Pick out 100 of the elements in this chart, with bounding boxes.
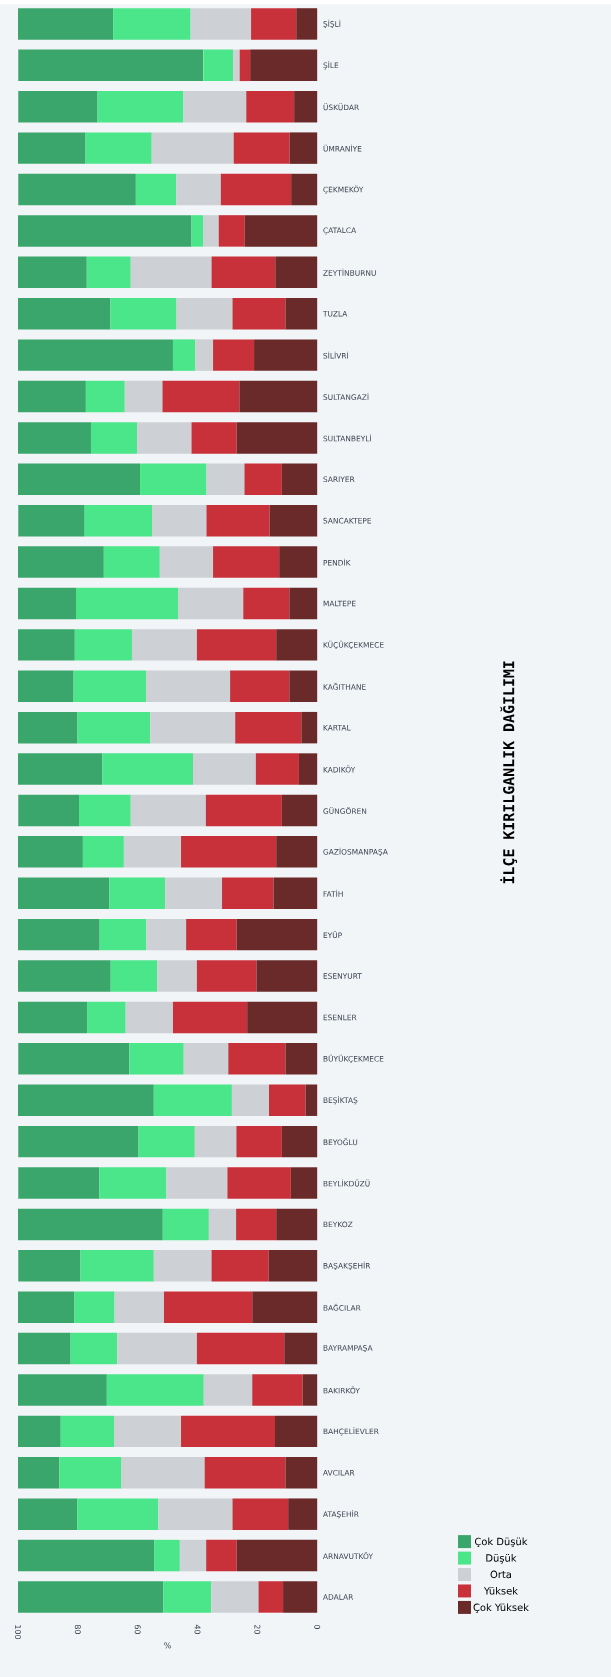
- bar: [293, 91, 317, 123]
- bar: [163, 1291, 253, 1323]
- bar: [208, 1208, 236, 1241]
- bar: [74, 629, 132, 661]
- bar: [99, 1167, 167, 1199]
- bar: [17, 1415, 61, 1448]
- bar: [287, 1498, 317, 1530]
- bar: [268, 1084, 306, 1116]
- bar: [195, 339, 213, 371]
- bar: [17, 132, 86, 164]
- bar: [159, 546, 213, 578]
- bar: [191, 215, 204, 247]
- bar: [18, 173, 136, 206]
- bar: [60, 1415, 114, 1448]
- bar: [285, 1043, 317, 1075]
- bar: [206, 504, 270, 537]
- bar: [146, 918, 186, 951]
- bar: [110, 297, 177, 330]
- bar: [121, 1457, 205, 1489]
- bar: [269, 504, 317, 537]
- bar: [229, 670, 290, 702]
- bar: [17, 256, 87, 289]
- bar: [275, 256, 317, 289]
- bar: [252, 1291, 317, 1323]
- bar: [192, 753, 256, 785]
- bar: [18, 1167, 100, 1199]
- bar: [162, 1208, 209, 1241]
- bar: [17, 215, 192, 247]
- bar: [249, 49, 317, 82]
- bar: [17, 1208, 163, 1241]
- bar: [17, 918, 100, 951]
- bar: [256, 960, 317, 992]
- bar: [244, 215, 317, 247]
- bar: [86, 1001, 126, 1034]
- bar: [246, 1001, 317, 1034]
- bar: [150, 711, 235, 744]
- bar: [236, 918, 317, 951]
- bar: [17, 670, 74, 702]
- bar: [282, 1581, 317, 1613]
- bar: [285, 1457, 317, 1489]
- bar: [17, 463, 140, 496]
- bar: [275, 629, 317, 661]
- legend-label: Yüksek: [483, 1586, 518, 1595]
- bar: [153, 1250, 212, 1282]
- bar: [232, 297, 286, 330]
- bar: [278, 546, 317, 578]
- bar: [18, 91, 98, 123]
- bar: [196, 629, 276, 661]
- bar: [18, 794, 79, 827]
- bar: [290, 173, 317, 206]
- bar: [196, 960, 257, 992]
- bar: [203, 215, 219, 247]
- bar: [284, 1332, 317, 1365]
- bar: [124, 380, 163, 413]
- bar: [97, 91, 184, 123]
- bar: [163, 1581, 212, 1613]
- bar: [17, 877, 110, 909]
- bar: [17, 753, 103, 785]
- bar: [166, 1167, 228, 1199]
- bar: [17, 1457, 60, 1489]
- bar: [80, 1250, 154, 1282]
- bar: [305, 1084, 317, 1116]
- bar: [130, 794, 206, 827]
- bar: [135, 173, 177, 206]
- bar: [302, 1374, 317, 1406]
- bar: [17, 587, 76, 620]
- bar: [289, 587, 317, 620]
- bar: [17, 1001, 87, 1034]
- bar: [205, 1539, 237, 1572]
- bar: [136, 422, 192, 454]
- bar: [239, 49, 250, 82]
- bar: [253, 339, 317, 371]
- bar: [179, 1539, 206, 1572]
- bar: [290, 1167, 317, 1199]
- bar: [289, 670, 317, 702]
- legend-label: Düşük: [486, 1554, 517, 1564]
- bar: [164, 877, 222, 909]
- legend-label: Çok Düşük: [474, 1537, 528, 1548]
- bar: [180, 836, 276, 868]
- bar: [246, 91, 294, 123]
- bar: [130, 256, 212, 289]
- bar: [117, 1332, 197, 1365]
- bar: [205, 794, 282, 827]
- bar: [17, 1291, 75, 1323]
- bar: [17, 629, 75, 661]
- text: İLÇE KIRILGANLIK DAĞILIMI: [500, 661, 517, 884]
- bar: [183, 1043, 229, 1075]
- bar: [234, 711, 302, 744]
- bar: [18, 1043, 130, 1075]
- bar: [17, 711, 78, 744]
- bar: [231, 1084, 269, 1116]
- bar: [90, 422, 137, 454]
- bar: [301, 711, 317, 744]
- bar: [239, 380, 317, 413]
- bar: [17, 8, 113, 40]
- bar: [125, 1001, 173, 1034]
- bar: [206, 463, 245, 496]
- bar: [74, 1291, 115, 1323]
- bar: [103, 546, 160, 578]
- bar: [183, 91, 247, 123]
